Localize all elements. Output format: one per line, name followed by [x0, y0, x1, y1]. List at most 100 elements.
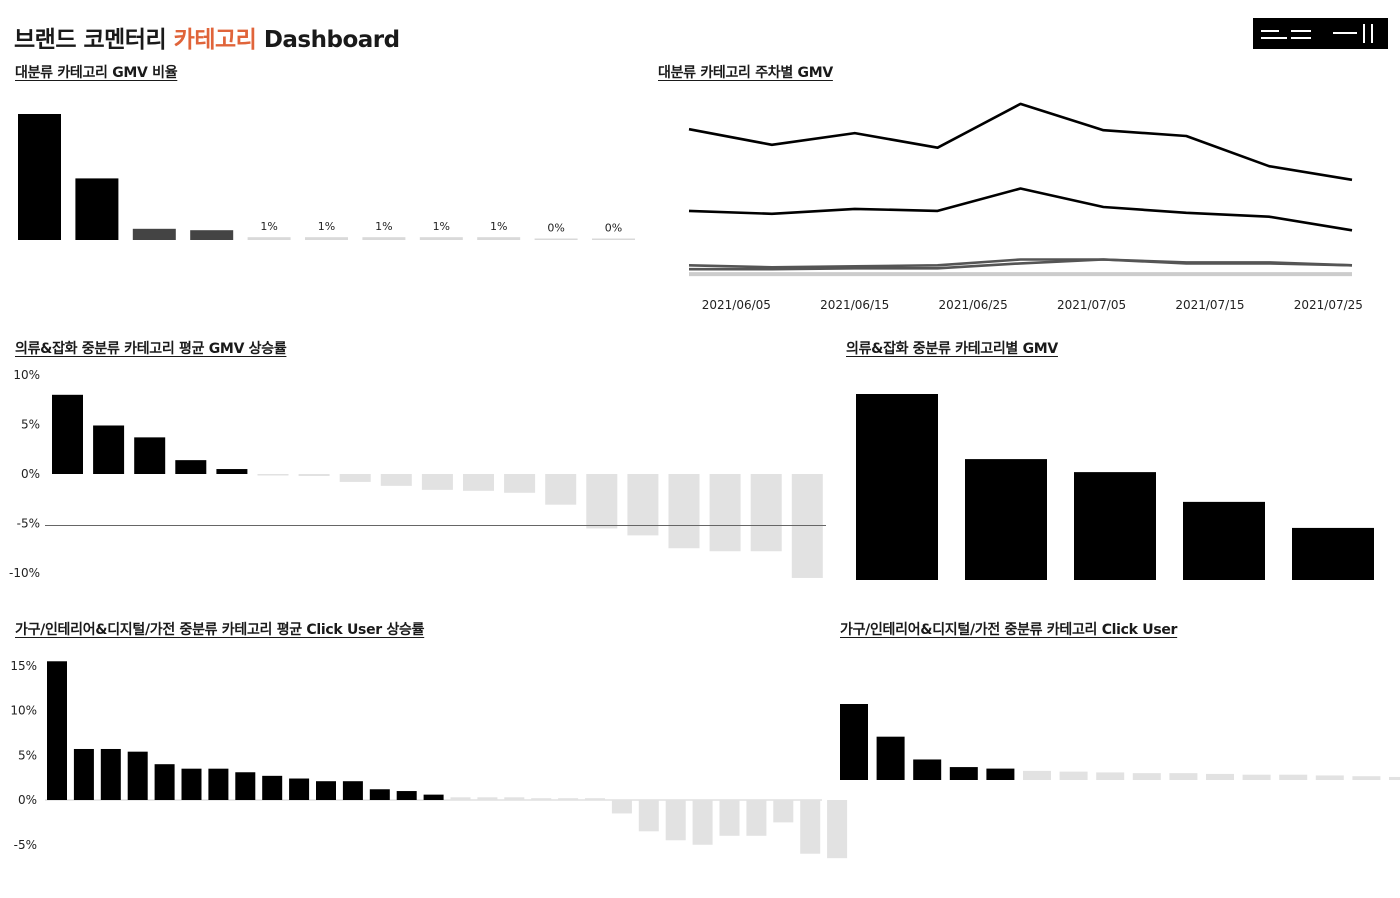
bar: [1059, 771, 1088, 780]
bar: [463, 474, 494, 491]
bar: [585, 798, 605, 800]
y-tick-label: 0%: [21, 467, 40, 481]
bar: [692, 800, 713, 845]
bar: [362, 237, 406, 240]
bar: [840, 704, 868, 780]
bar: [216, 469, 248, 474]
bar: [627, 474, 659, 536]
bar: [665, 800, 686, 841]
bar: [856, 394, 938, 580]
bar: [1206, 773, 1234, 780]
bar: [586, 474, 618, 529]
bar: [73, 748, 94, 800]
panel-title-apparel-gmv: 의류&잡화 중분류 카테고리별 GMV: [846, 341, 1058, 357]
bar: [305, 237, 348, 240]
panel-title-furniture-growth: 가구/인테리어&디지털/가전 중분류 카테고리 평균 Click User 상승…: [15, 622, 425, 638]
bar: [1169, 773, 1198, 780]
brand-logo: [1253, 18, 1388, 49]
y-tick-label: 5%: [21, 418, 40, 432]
bar: [247, 237, 291, 240]
bar: [1183, 501, 1265, 580]
bar: [1096, 772, 1125, 780]
bar: [257, 474, 289, 476]
bar: [369, 789, 390, 800]
x-tick-label: 2021/06/05: [702, 298, 771, 312]
title-part2: Dashboard: [263, 27, 400, 53]
x-tick-label: 2021/06/15: [820, 298, 889, 312]
bar: [47, 661, 67, 800]
bar: [531, 798, 552, 800]
title-part1: 브랜드 코멘터리: [14, 27, 167, 53]
bar: [709, 474, 741, 552]
data-label: 0%: [547, 222, 564, 235]
bar: [380, 474, 412, 486]
chart-apparel-gmv: [856, 394, 1374, 580]
x-tick-label: 2021/07/15: [1175, 298, 1244, 312]
bar: [1074, 472, 1156, 580]
panel-title-furniture-click: 가구/인테리어&디지털/가전 중분류 카테고리 Click User: [840, 622, 1178, 638]
x-tick-label: 2021/06/25: [939, 298, 1008, 312]
bar: [477, 797, 498, 800]
bar: [450, 797, 471, 800]
y-tick-label: 5%: [18, 748, 37, 762]
bar: [504, 474, 536, 493]
bar: [419, 237, 463, 240]
bar: [93, 425, 125, 474]
bar: [423, 794, 444, 800]
bar: [965, 459, 1047, 580]
data-label: 1%: [375, 220, 392, 233]
chart-gmv-share: 1% 1% 1% 1% 1% 0% 0%: [18, 114, 635, 240]
bar: [1279, 774, 1308, 780]
bar: [800, 800, 821, 854]
chart-furniture-click: [840, 704, 1400, 780]
data-label: 1%: [433, 220, 450, 233]
y-tick-label: -5%: [14, 838, 37, 852]
bar: [773, 800, 794, 823]
bar: [235, 772, 256, 800]
series-line: [688, 102, 1353, 182]
bar: [208, 768, 229, 800]
bar: [181, 768, 202, 800]
chart-furniture-growth: 15% 10% 5% 0% -5%: [10, 659, 848, 859]
bar: [986, 768, 1015, 780]
series-line: [689, 258, 1353, 271]
bar: [127, 751, 148, 800]
bar: [1242, 774, 1271, 780]
bar: [262, 775, 283, 800]
data-label: 1%: [318, 220, 335, 233]
bar: [750, 474, 782, 552]
bar: [913, 759, 942, 780]
bar: [342, 781, 363, 800]
bar: [339, 474, 371, 482]
y-tick-label: -5%: [17, 517, 40, 531]
x-tick-label: 2021/07/25: [1294, 298, 1363, 312]
bar: [421, 474, 453, 490]
bar: [316, 781, 336, 800]
bar: [558, 798, 579, 800]
bar: [545, 474, 577, 505]
panel-title-apparel-growth: 의류&잡화 중분류 카테고리 평균 GMV 상승률: [15, 341, 287, 357]
bar: [504, 797, 525, 800]
bar: [949, 767, 978, 780]
data-label: 0%: [605, 222, 622, 235]
data-label: 1%: [260, 220, 277, 233]
x-tick-label: 2021/07/05: [1057, 298, 1126, 312]
chart-apparel-growth: 10% 5% 0% -5% -10%: [9, 368, 826, 580]
bar: [534, 238, 578, 240]
bar: [1352, 776, 1381, 780]
bar: [18, 114, 61, 240]
bar: [719, 800, 740, 836]
bar: [190, 230, 234, 240]
bar: [1315, 775, 1344, 780]
bar: [746, 800, 767, 836]
bar: [298, 474, 330, 476]
chart-weekly-gmv: 2021/06/05 2021/06/15 2021/06/25 2021/07/05…: [688, 102, 1363, 312]
bar: [100, 748, 121, 800]
data-label: 1%: [490, 220, 507, 233]
title-accent: 카테고리: [173, 27, 257, 53]
bar: [132, 228, 176, 240]
panel-title-weekly-gmv: 대분류 카테고리 주차별 GMV: [658, 65, 833, 81]
bar: [1023, 770, 1051, 780]
y-tick-label: 15%: [10, 659, 37, 673]
bar: [477, 237, 521, 240]
